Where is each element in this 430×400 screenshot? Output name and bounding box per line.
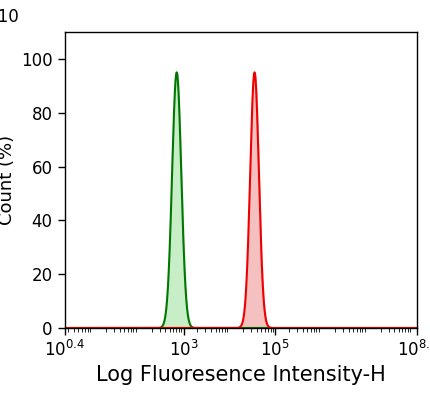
- Y-axis label: Count (%): Count (%): [0, 135, 15, 225]
- X-axis label: Log Fluoresence Intensity-H: Log Fluoresence Intensity-H: [96, 366, 386, 386]
- Text: 110: 110: [0, 8, 18, 26]
